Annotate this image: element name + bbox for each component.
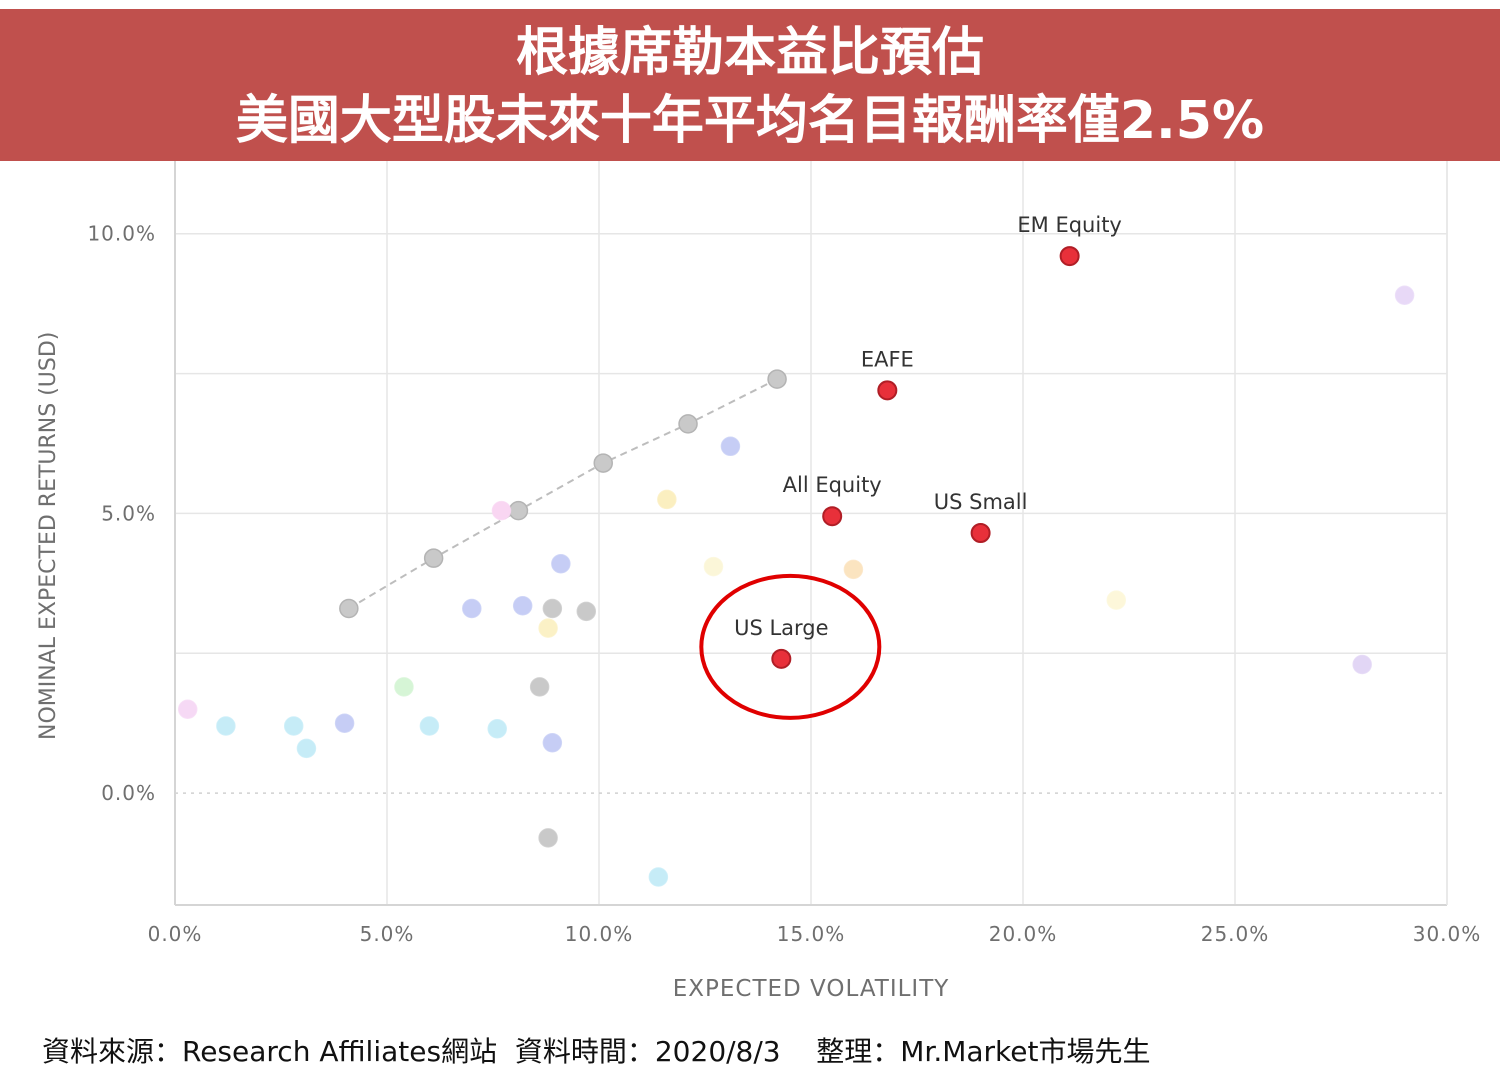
y-tick-label: 0.0% xyxy=(101,781,156,805)
background-point xyxy=(334,713,355,733)
x-tick-label: 20.0% xyxy=(989,922,1058,946)
background-point xyxy=(551,554,571,574)
background-point xyxy=(538,618,558,638)
background-point xyxy=(720,436,741,457)
y-axis-label: NOMINAL EXPECTED RETURNS (USD) xyxy=(36,332,61,740)
y-tick-label: 5.0% xyxy=(101,501,156,525)
highlighted-point-label: EAFE xyxy=(861,347,914,371)
background-point xyxy=(283,716,304,736)
background-point xyxy=(657,489,677,510)
background-point xyxy=(843,559,864,580)
background-point xyxy=(1394,285,1415,306)
highlighted-point xyxy=(771,648,792,669)
background-point xyxy=(491,500,512,521)
trend-point xyxy=(423,548,444,568)
background-point xyxy=(216,716,236,736)
background-point xyxy=(394,677,414,697)
background-point xyxy=(512,595,533,616)
highlighted-point xyxy=(822,506,843,527)
background-point xyxy=(1106,590,1127,610)
highlighted-point xyxy=(970,523,991,543)
background-point xyxy=(576,601,597,622)
background-point xyxy=(177,699,198,719)
x-tick-label: 25.0% xyxy=(1201,922,1270,946)
trend-line-path xyxy=(348,378,778,610)
chart-grid xyxy=(174,161,1448,906)
scatter-chart: 0.0% 5.0% 10.0% 15.0% 20.0% 25.0% 30.0% 10.0% 5.… xyxy=(36,161,1482,1002)
chart-axes: 0.0% 5.0% 10.0% 15.0% 20.0% 25.0% 30.0% 10.0% 5.… xyxy=(87,222,1482,946)
x-tick-label: 5.0% xyxy=(360,922,415,946)
trend-point xyxy=(767,369,787,389)
y-tick-label: 10.0% xyxy=(87,222,156,246)
highlighted-point-label: US Large xyxy=(734,616,828,640)
trend-point xyxy=(508,500,529,521)
background-point xyxy=(462,598,482,619)
background-point xyxy=(529,677,550,697)
background-point xyxy=(542,598,563,619)
highlighted-point xyxy=(1059,246,1080,267)
background-point xyxy=(1352,654,1372,675)
highlight-circle xyxy=(699,573,882,720)
title-line-1: 根據席勒本益比預估 xyxy=(515,23,984,83)
highlighted-point-label: US Small xyxy=(934,490,1028,514)
background-point xyxy=(419,716,440,736)
x-tick-label: 10.0% xyxy=(565,922,634,946)
trend-line xyxy=(339,369,787,619)
highlighted-point xyxy=(877,380,898,401)
trend-point xyxy=(339,598,359,619)
trend-point xyxy=(593,453,613,473)
background-point xyxy=(538,828,558,848)
highlighted-point-label: EM Equity xyxy=(1017,213,1121,237)
trend-point xyxy=(678,414,698,434)
background-points xyxy=(177,285,1415,887)
source-footer: 資料來源：Research Affiliates網站 資料時間：2020/8/3… xyxy=(42,1035,1151,1068)
background-point xyxy=(487,719,507,739)
background-point xyxy=(648,867,669,887)
background-point xyxy=(542,733,563,753)
annotations xyxy=(699,573,882,720)
x-axis-label: EXPECTED VOLATILITY xyxy=(673,976,950,1002)
title-banner: 根據席勒本益比預估 美國大型股未來十年平均名目報酬率僅2.5% xyxy=(0,9,1500,161)
x-tick-label: 15.0% xyxy=(777,922,846,946)
x-tick-label: 0.0% xyxy=(148,922,203,946)
background-point xyxy=(703,556,724,577)
title-line-2: 美國大型股未來十年平均名目報酬率僅2.5% xyxy=(235,91,1265,151)
background-point xyxy=(296,738,317,759)
highlighted-points: EM Equity EAFE All Equity US Small US Large xyxy=(734,213,1122,669)
highlighted-point-label: All Equity xyxy=(783,473,882,497)
x-tick-label: 30.0% xyxy=(1413,922,1482,946)
